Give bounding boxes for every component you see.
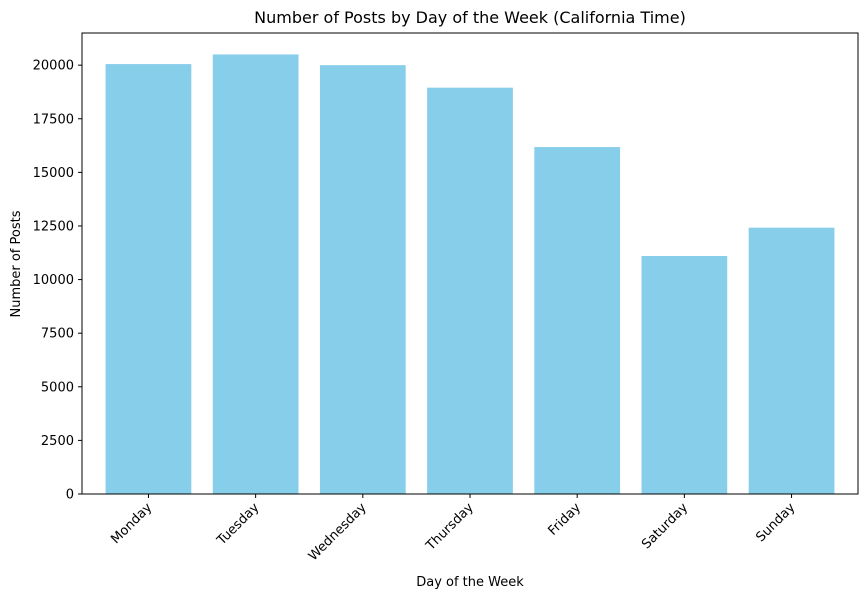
x-axis-ticks: Monday Tuesday Wednesday Thursday Friday Satu… xyxy=(108,494,799,564)
bars-group xyxy=(105,54,835,495)
y-tick-label: 2500 xyxy=(41,434,74,449)
y-tick-label: 5000 xyxy=(41,380,74,395)
y-tick-label: 12500 xyxy=(33,219,74,234)
chart-title: Number of Posts by Day of the Week (Cali… xyxy=(254,8,686,27)
x-tick-label-sunday: Sunday xyxy=(753,500,798,545)
y-tick-label: 7500 xyxy=(41,327,74,342)
y-tick-label: 20000 xyxy=(33,59,74,74)
y-tick-label: 17500 xyxy=(33,112,74,127)
x-axis-label: Day of the Week xyxy=(416,575,524,590)
y-axis-label: Number of Posts xyxy=(9,210,24,317)
y-tick-label: 0 xyxy=(66,488,74,503)
bar-friday xyxy=(534,147,621,495)
x-tick-label-wednesday: Wednesday xyxy=(306,500,370,564)
bar-saturday xyxy=(641,255,728,494)
y-tick-label: 10000 xyxy=(33,273,74,288)
x-tick-label-thursday: Thursday xyxy=(423,500,477,554)
y-axis-ticks: 0 2500 5000 7500 10000 12500 15000 17500 20000 xyxy=(33,59,82,503)
bar-wednesday xyxy=(319,65,406,495)
plot-frame xyxy=(81,32,859,495)
x-tick-label-friday: Friday xyxy=(546,500,585,539)
bar-thursday xyxy=(427,87,513,494)
x-tick-label-saturday: Saturday xyxy=(639,500,691,552)
bar-tuesday xyxy=(212,54,299,494)
bar-monday xyxy=(105,64,192,494)
y-tick-label: 15000 xyxy=(33,166,74,181)
x-tick-label-monday: Monday xyxy=(108,500,155,547)
bar-sunday xyxy=(748,227,835,495)
x-tick-label-tuesday: Tuesday xyxy=(214,500,263,549)
